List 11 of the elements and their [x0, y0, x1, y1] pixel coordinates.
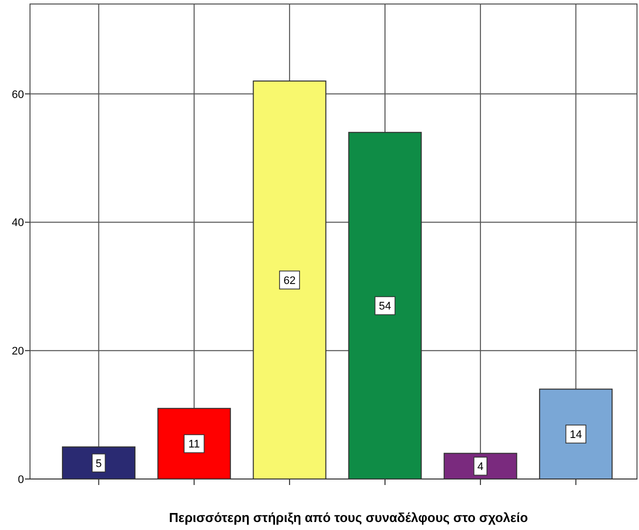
- data-label: 4: [477, 461, 484, 474]
- y-tick-label: 60: [12, 88, 24, 101]
- data-label: 62: [283, 275, 296, 288]
- data-label: 5: [96, 458, 102, 470]
- y-tick-label: 40: [12, 217, 24, 230]
- data-label: 54: [378, 300, 392, 313]
- y-tick-label: 0: [18, 474, 24, 486]
- data-label: 11: [188, 438, 200, 451]
- data-label: 14: [570, 429, 582, 442]
- y-tick-label: 20: [12, 346, 24, 358]
- x-axis-title: Περισσότερη στήριξη από τους συναδέλφους στο σχολείο: [169, 510, 528, 525]
